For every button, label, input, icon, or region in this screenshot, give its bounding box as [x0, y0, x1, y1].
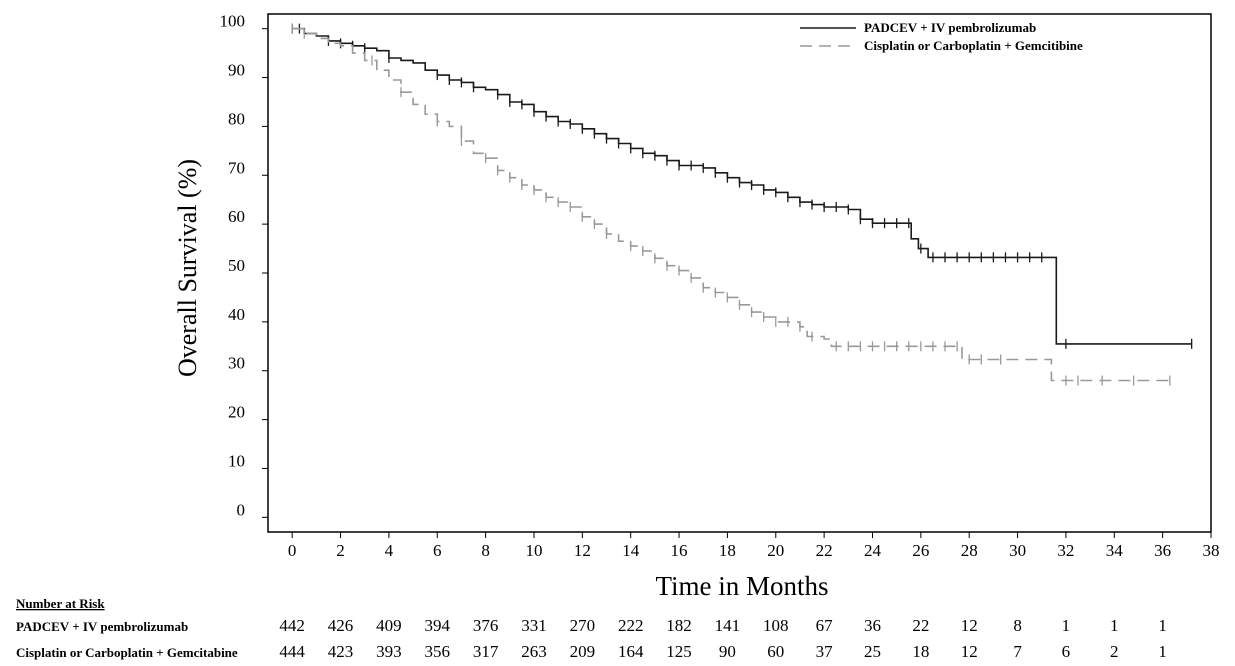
risk-value-padcev: 12: [961, 616, 978, 635]
risk-value-chemo: 423: [328, 642, 354, 661]
risk-table-header: Number at Risk: [16, 596, 105, 611]
risk-value-padcev: 394: [425, 616, 451, 635]
legend-label-padcev: PADCEV + IV pembrolizumab: [864, 20, 1036, 35]
risk-value-padcev: 442: [279, 616, 305, 635]
risk-value-padcev: 1: [1110, 616, 1119, 635]
risk-value-chemo: 90: [719, 642, 736, 661]
risk-row-label-chemo: Cisplatin or Carboplatin + Gemcitabine: [16, 645, 238, 660]
y-tick-label: 80: [228, 109, 245, 128]
risk-table-values: 442 426 409 394 376 331 270 222 182 141 108 67 36 22 1…: [279, 616, 1166, 661]
risk-value-chemo: 18: [912, 642, 929, 661]
risk-value-padcev: 426: [328, 616, 354, 635]
risk-value-padcev: 36: [864, 616, 881, 635]
risk-value-padcev: 8: [1013, 616, 1022, 635]
x-tick-label: 24: [864, 541, 882, 560]
risk-value-padcev: 22: [912, 616, 929, 635]
risk-value-chemo: 12: [961, 642, 978, 661]
y-tick-label: 30: [228, 354, 245, 373]
risk-value-chemo: 1: [1158, 642, 1167, 661]
x-tick-label: 10: [525, 541, 542, 560]
y-tick-label: 20: [228, 403, 245, 422]
x-tick-label: 18: [719, 541, 736, 560]
y-axis: 0 10 20 30 40 50 60 70 80 90 100: [220, 12, 268, 519]
risk-value-padcev: 1: [1158, 616, 1167, 635]
risk-value-chemo: 25: [864, 642, 881, 661]
risk-value-chemo: 317: [473, 642, 499, 661]
risk-value-chemo: 6: [1062, 642, 1071, 661]
y-tick-label: 50: [228, 256, 245, 275]
risk-value-padcev: 67: [816, 616, 834, 635]
series-layer: [291, 23, 1193, 386]
risk-table: Number at Risk PADCEV + IV pembrolizumab…: [16, 596, 1167, 661]
x-axis-title: Time in Months: [655, 571, 828, 601]
risk-value-chemo: 263: [521, 642, 547, 661]
risk-value-padcev: 1: [1062, 616, 1071, 635]
risk-value-chemo: 164: [618, 642, 644, 661]
risk-value-chemo: 7: [1013, 642, 1022, 661]
risk-value-padcev: 270: [570, 616, 596, 635]
legend-label-chemo: Cisplatin or Carboplatin + Gemcitibine: [864, 38, 1083, 53]
x-tick-label: 6: [433, 541, 442, 560]
legend: PADCEV + IV pembrolizumab Cisplatin or C…: [800, 20, 1083, 53]
y-tick-label: 0: [237, 500, 246, 519]
risk-value-padcev: 409: [376, 616, 402, 635]
x-tick-label: 38: [1203, 541, 1220, 560]
risk-value-padcev: 222: [618, 616, 644, 635]
curve-chemo: [292, 27, 1170, 382]
x-tick-label: 20: [767, 541, 784, 560]
risk-row-label-padcev: PADCEV + IV pembrolizumab: [16, 619, 188, 634]
y-tick-label: 70: [228, 158, 245, 177]
x-tick-label: 30: [1009, 541, 1026, 560]
curve-padcev: [292, 27, 1192, 345]
risk-value-chemo: 209: [570, 642, 596, 661]
x-tick-label: 12: [574, 541, 591, 560]
x-tick-label: 4: [385, 541, 394, 560]
risk-value-padcev: 331: [521, 616, 547, 635]
x-tick-label: 34: [1106, 541, 1124, 560]
risk-value-chemo: 37: [816, 642, 834, 661]
x-tick-label: 32: [1057, 541, 1074, 560]
x-tick-label: 14: [622, 541, 640, 560]
risk-value-chemo: 2: [1110, 642, 1119, 661]
x-tick-label: 2: [336, 541, 345, 560]
x-tick-label: 0: [288, 541, 297, 560]
risk-value-chemo: 125: [666, 642, 692, 661]
risk-value-chemo: 444: [279, 642, 305, 661]
x-tick-label: 36: [1154, 541, 1171, 560]
risk-value-chemo: 60: [767, 642, 784, 661]
x-tick-label: 28: [961, 541, 978, 560]
risk-value-padcev: 141: [715, 616, 741, 635]
y-tick-label: 90: [228, 61, 245, 80]
x-tick-label: 8: [481, 541, 490, 560]
x-tick-label: 22: [816, 541, 833, 560]
x-tick-label: 26: [912, 541, 929, 560]
risk-value-chemo: 393: [376, 642, 402, 661]
risk-value-chemo: 356: [425, 642, 451, 661]
y-axis-title: Overall Survival (%): [173, 159, 202, 377]
y-tick-label: 100: [220, 12, 246, 31]
risk-value-padcev: 376: [473, 616, 499, 635]
x-axis: 0 2 4 6 8 10 12 14 16 18 20 22 24 26 28 30 32 34 36 38: [288, 532, 1220, 560]
risk-value-padcev: 182: [666, 616, 692, 635]
risk-value-padcev: 108: [763, 616, 789, 635]
y-tick-label: 60: [228, 207, 245, 226]
y-tick-label: 10: [228, 451, 245, 470]
y-tick-label: 40: [228, 305, 245, 324]
x-tick-label: 16: [671, 541, 688, 560]
